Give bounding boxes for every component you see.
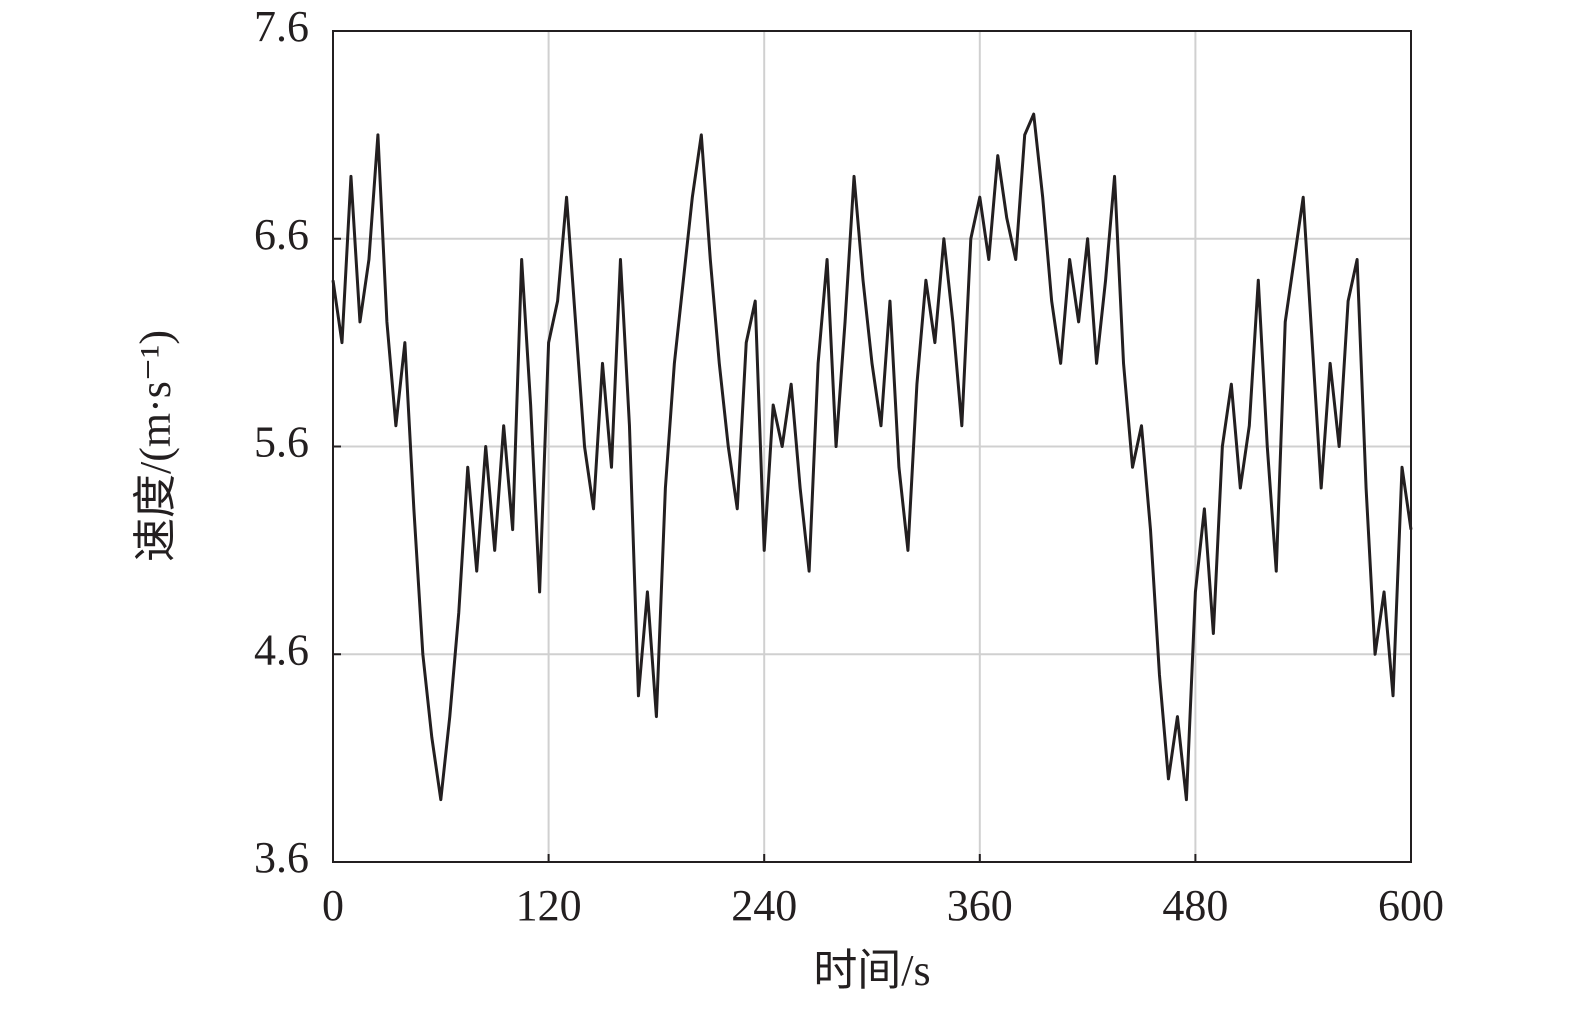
y-tick-label: 4.6 [254,625,309,674]
y-tick-label: 6.6 [254,210,309,259]
x-tick-label: 120 [516,881,582,930]
x-tick-label: 480 [1162,881,1228,930]
data-line [331,112,1413,802]
y-tick-label: 7.6 [254,2,309,51]
plot-frame [332,30,1412,863]
y-tick-label: 5.6 [254,418,309,467]
x-tick-label: 360 [947,881,1013,930]
x-axis-label: 时间/s [813,946,930,995]
x-tick-label: 600 [1378,881,1444,930]
y-tick-label: 3.6 [254,833,309,882]
x-tick-label: 0 [322,881,344,930]
y-axis-label: 速度/(m·s⁻¹) [131,330,180,562]
x-tick-label: 240 [731,881,797,930]
